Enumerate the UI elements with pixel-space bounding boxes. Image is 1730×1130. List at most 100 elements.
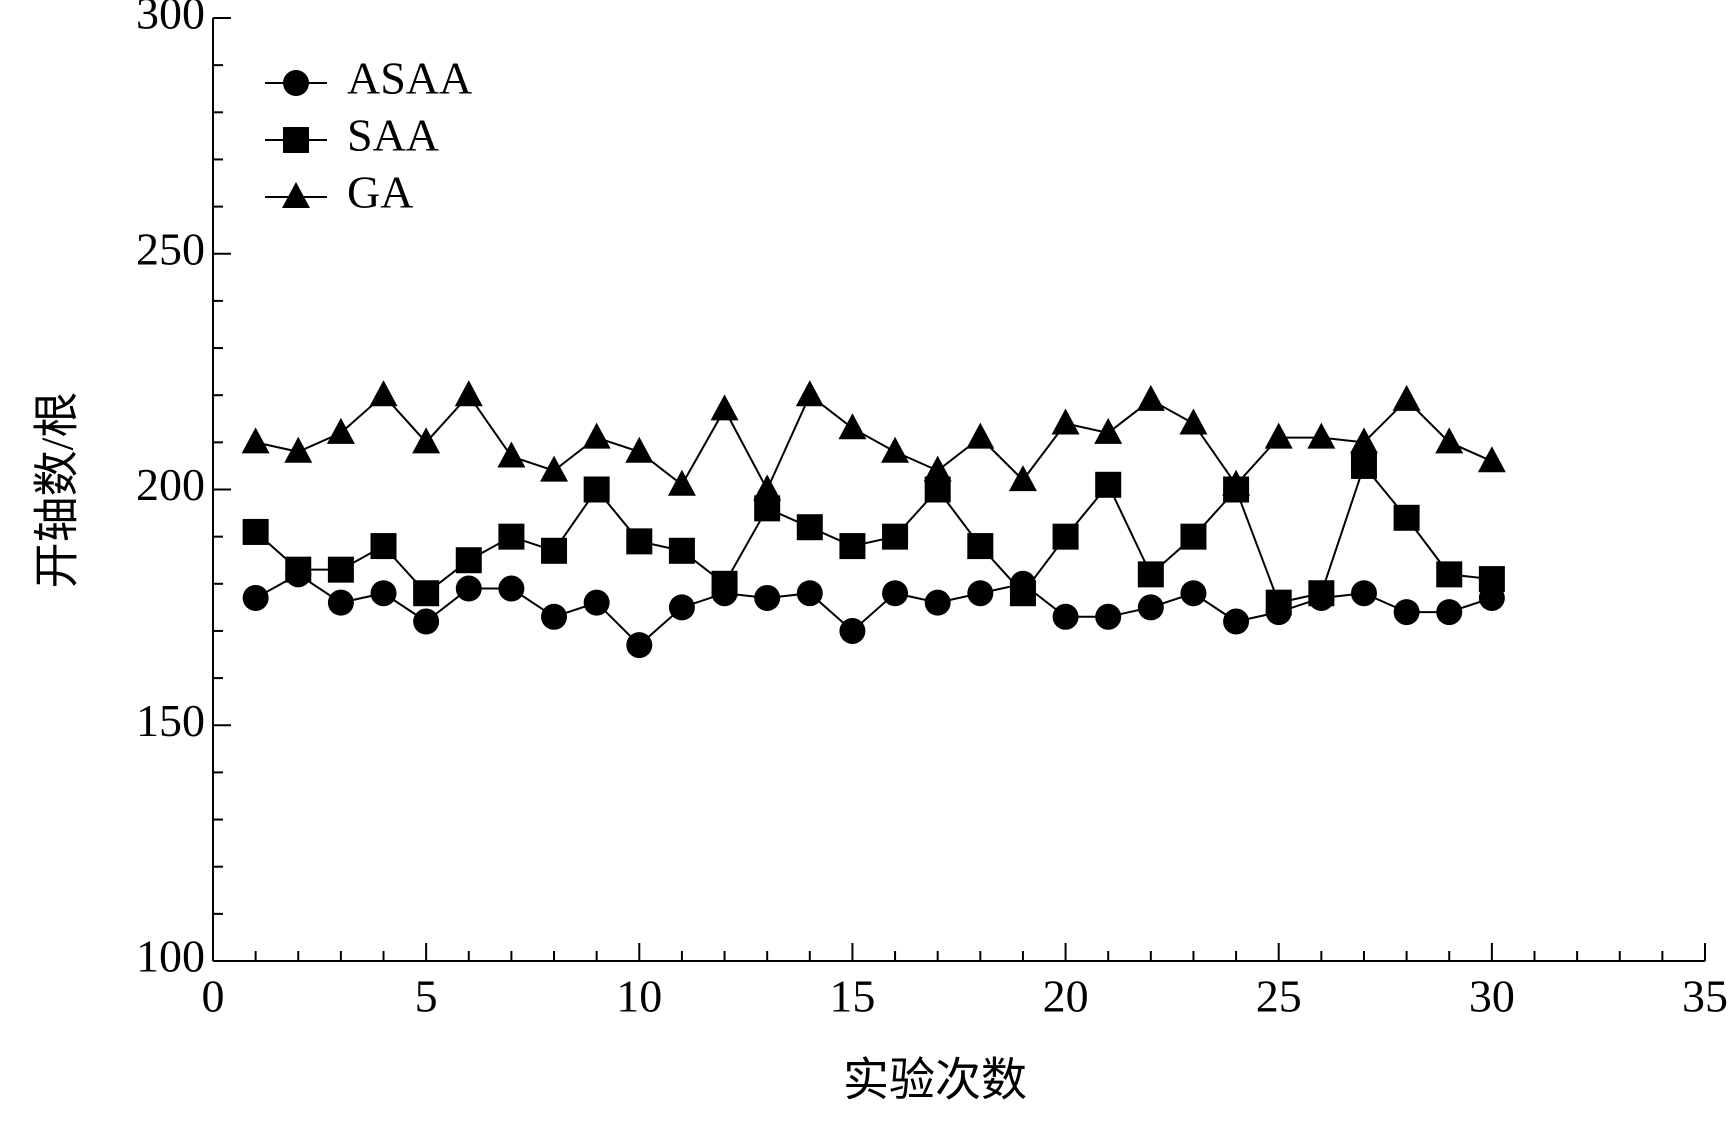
marker: [582, 422, 611, 449]
marker: [241, 427, 270, 454]
marker: [1477, 446, 1506, 473]
marker: [838, 413, 867, 440]
marker: [541, 603, 568, 630]
marker: [498, 523, 525, 550]
marker: [1223, 608, 1250, 635]
legend-label: ASAA: [347, 53, 472, 104]
y-tick-label: 300: [136, 0, 205, 39]
marker: [370, 580, 397, 607]
marker: [839, 533, 866, 560]
y-tick-label: 100: [136, 931, 205, 982]
marker: [285, 556, 312, 583]
marker: [413, 580, 440, 607]
marker: [1136, 384, 1165, 411]
y-tick-label: 250: [136, 223, 205, 274]
legend-label: GA: [347, 167, 413, 218]
marker: [753, 474, 782, 501]
marker: [1179, 408, 1208, 435]
marker: [1094, 417, 1123, 444]
marker: [1009, 580, 1036, 607]
marker: [626, 528, 653, 555]
x-tick-label: 20: [1043, 971, 1089, 1022]
marker: [455, 575, 482, 602]
marker: [625, 436, 654, 463]
marker: [283, 127, 309, 153]
marker: [497, 441, 526, 468]
y-tick-label: 200: [136, 459, 205, 510]
marker: [1392, 384, 1421, 411]
marker: [284, 436, 313, 463]
marker: [710, 394, 739, 421]
marker: [1307, 422, 1336, 449]
marker: [668, 594, 695, 621]
x-tick-label: 5: [415, 971, 438, 1022]
marker: [1095, 471, 1122, 498]
marker: [1095, 603, 1122, 630]
marker: [1222, 469, 1251, 496]
marker: [1052, 603, 1079, 630]
marker: [966, 422, 995, 449]
x-tick-label: 15: [829, 971, 875, 1022]
marker: [1436, 599, 1463, 626]
marker: [967, 533, 994, 560]
marker: [711, 570, 738, 597]
x-tick-label: 25: [1256, 971, 1302, 1022]
marker: [1180, 523, 1207, 550]
marker: [369, 380, 398, 407]
y-axis-label: 开轴数/根: [32, 392, 83, 589]
marker: [1435, 427, 1464, 454]
marker: [1308, 580, 1335, 607]
series-line: [255, 573, 1493, 647]
marker: [541, 537, 568, 564]
marker: [327, 589, 354, 616]
x-axis-label: 实验次数: [843, 1055, 1027, 1106]
marker: [796, 514, 823, 541]
marker: [1478, 566, 1505, 593]
marker: [242, 518, 269, 545]
series-line: [255, 393, 1493, 492]
marker: [242, 584, 269, 611]
marker: [667, 469, 696, 496]
marker: [327, 556, 354, 583]
legend-label: SAA: [347, 110, 439, 161]
series-line: [254, 463, 1492, 604]
marker: [413, 608, 440, 635]
x-tick-label: 0: [202, 971, 225, 1022]
marker: [626, 632, 653, 659]
x-tick-label: 35: [1682, 971, 1728, 1022]
marker: [839, 617, 866, 644]
marker: [1436, 561, 1463, 588]
marker: [455, 547, 482, 574]
marker: [498, 575, 525, 602]
marker: [1350, 452, 1377, 479]
marker: [1393, 504, 1420, 531]
marker: [924, 589, 951, 616]
marker: [1052, 523, 1079, 550]
marker: [882, 523, 909, 550]
marker: [882, 580, 909, 607]
marker: [370, 533, 397, 560]
marker: [326, 417, 355, 444]
marker: [1349, 427, 1378, 454]
marker: [668, 537, 695, 564]
marker: [282, 182, 310, 208]
marker: [796, 580, 823, 607]
marker: [540, 455, 569, 482]
marker: [412, 427, 441, 454]
marker: [1350, 580, 1377, 607]
marker: [795, 380, 824, 407]
marker: [1265, 589, 1292, 616]
marker: [967, 580, 994, 607]
marker: [1264, 422, 1293, 449]
marker: [283, 70, 309, 96]
marker: [1137, 561, 1164, 588]
marker: [583, 476, 610, 503]
x-tick-label: 10: [616, 971, 662, 1022]
marker: [454, 380, 483, 407]
marker: [1051, 408, 1080, 435]
marker: [1137, 594, 1164, 621]
y-tick-label: 150: [136, 695, 205, 746]
marker: [754, 584, 781, 611]
marker: [881, 436, 910, 463]
